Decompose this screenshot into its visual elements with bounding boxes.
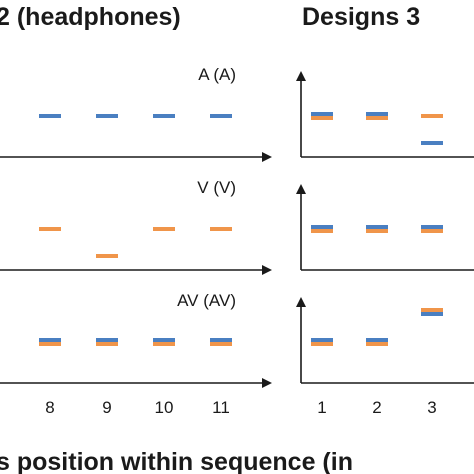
x-axis-label: s position within sequence (in <box>0 448 353 474</box>
right-row-1-mark-1 <box>366 225 388 233</box>
right-row-1-mark-1-top <box>366 225 388 229</box>
right-row-2-mark-0-bottom <box>311 342 333 346</box>
left-x-tick-label: 9 <box>102 398 111 417</box>
row-label-av: AV (AV) <box>177 291 236 310</box>
left-row-1-mark-3 <box>153 227 175 231</box>
left-row-2-mark-2-top <box>96 338 118 342</box>
row-label-v: V (V) <box>197 178 236 197</box>
right-row-2-mark-2-bottom <box>421 312 443 316</box>
right-row-1-mark-2-bottom <box>421 229 443 233</box>
right-row-1-mark-2 <box>421 225 443 233</box>
right-row-2-mark-0 <box>311 338 333 346</box>
left-x-axis-arrow-1 <box>262 265 272 275</box>
right-row-2-mark-1-top <box>366 338 388 342</box>
right-row-2-mark-0-top <box>311 338 333 342</box>
axes <box>0 71 474 388</box>
left-row-2-mark-1-top <box>39 338 61 342</box>
right-row-0-mark-0 <box>311 112 333 120</box>
right-row-2-mark-2 <box>421 308 443 316</box>
right-y-axis-arrow-1 <box>296 184 306 194</box>
right-row-1-mark-0-top <box>311 225 333 229</box>
right-row-0-mark-1-top <box>366 112 388 116</box>
right-row-1-mark-0-bottom <box>311 229 333 233</box>
left-row-2-mark-1-bottom <box>39 342 61 346</box>
left-row-0-mark-1 <box>39 114 61 118</box>
right-x-tick-label: 3 <box>427 398 436 417</box>
right-row-2-mark-1-bottom <box>366 342 388 346</box>
left-row-1-mark-2 <box>96 254 118 258</box>
left-row-0-mark-3 <box>153 114 175 118</box>
right-title: Designs 3 <box>302 3 420 31</box>
left-x-axis-arrow-2 <box>262 378 272 388</box>
left-row-2-mark-1 <box>39 338 61 346</box>
right-row-0-mark-1-bottom <box>366 116 388 120</box>
right-x-tick-label: 1 <box>317 398 326 417</box>
right-y-axis-arrow-0 <box>296 71 306 81</box>
left-row-1-mark-1 <box>39 227 61 231</box>
left-row-2-mark-3-bottom <box>153 342 175 346</box>
right-row-2-mark-2-top <box>421 308 443 312</box>
right-row-0-mark-2 <box>421 114 443 118</box>
left-title: 2 (headphones) <box>0 3 181 31</box>
right-row-0-mark-0-bottom <box>311 116 333 120</box>
left-row-2-mark-3 <box>153 338 175 346</box>
right-row-0-mark-3 <box>421 141 443 145</box>
left-row-0-mark-4 <box>210 114 232 118</box>
left-row-2-mark-4-top <box>210 338 232 342</box>
left-x-tick-label: 10 <box>155 398 174 417</box>
right-y-axis-arrow-2 <box>296 297 306 307</box>
right-row-1-mark-1-bottom <box>366 229 388 233</box>
left-x-tick-label: 11 <box>212 398 230 417</box>
left-row-2-mark-4 <box>210 338 232 346</box>
left-row-0-mark-2 <box>96 114 118 118</box>
right-row-0-mark-0-top <box>311 112 333 116</box>
marks <box>39 112 443 346</box>
x-ticks: 7891011123 <box>45 398 436 417</box>
left-row-2-mark-4-bottom <box>210 342 232 346</box>
left-x-axis-arrow-0 <box>262 152 272 162</box>
left-row-2-mark-2 <box>96 338 118 346</box>
right-x-tick-label: 2 <box>372 398 381 417</box>
left-x-tick-label: 8 <box>45 398 54 417</box>
row-label-a: A (A) <box>198 65 236 84</box>
right-row-0-mark-1 <box>366 112 388 120</box>
right-row-1-mark-2-top <box>421 225 443 229</box>
right-row-2-mark-1 <box>366 338 388 346</box>
left-row-1-mark-4 <box>210 227 232 231</box>
right-row-1-mark-0 <box>311 225 333 233</box>
left-row-2-mark-3-top <box>153 338 175 342</box>
left-row-2-mark-2-bottom <box>96 342 118 346</box>
